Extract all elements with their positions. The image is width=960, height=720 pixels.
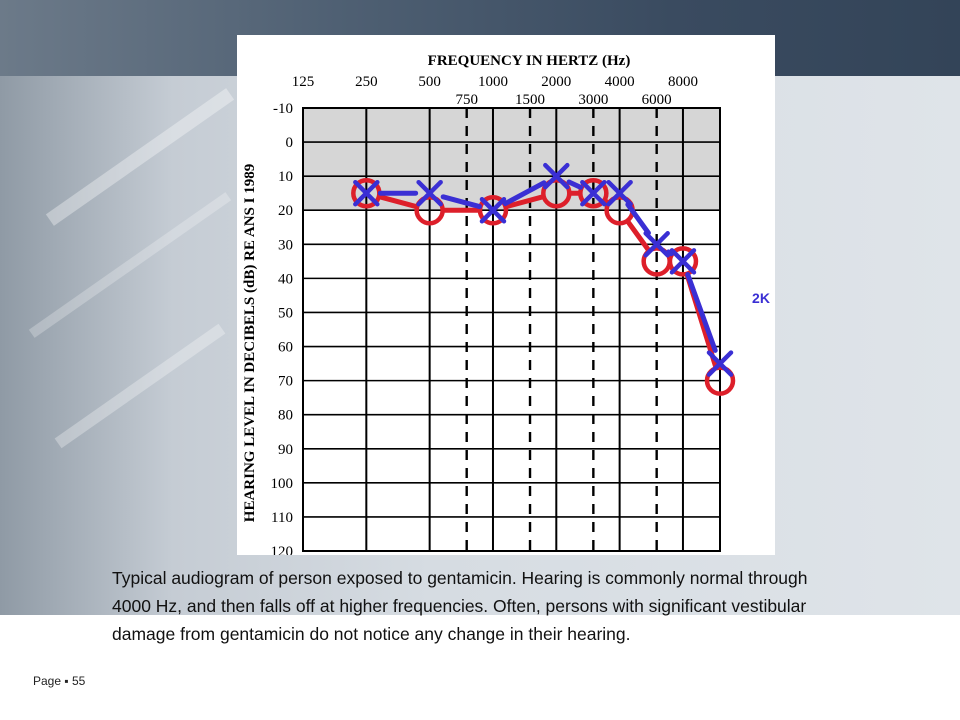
data-series	[351, 162, 736, 396]
normal-hearing-band	[303, 108, 720, 211]
right-ear-segment	[377, 194, 419, 210]
y-tick-label: 100	[271, 476, 294, 492]
right-ear-point	[414, 194, 445, 226]
y-tick-label: 20	[278, 203, 293, 219]
y-tick-labels: -10 0 10 20 30 40 50 60 70 80 90 100 110 120	[271, 101, 294, 555]
y-tick-label: 90	[278, 442, 293, 458]
y-tick-label: 60	[278, 340, 293, 356]
x-major-tick-label: 250	[355, 74, 378, 90]
y-tick-label: 0	[286, 135, 294, 151]
left-ear-point	[353, 179, 380, 207]
right-ear-segment	[625, 219, 651, 253]
audiogram-svg: FREQUENCY IN HERTZ (Hz) 125 250 500 1000 200…	[242, 53, 770, 555]
page-number: 55	[71, 674, 86, 688]
left-ear-segment	[685, 272, 718, 353]
page-separator-icon: ▪	[64, 674, 69, 688]
left-ear-segment	[440, 194, 482, 210]
annotation-2k: 2K	[752, 290, 770, 306]
y-tick-label: 110	[271, 510, 293, 526]
x-tick-labels: 125 250 500 1000 2000 4000 8000 750 1500 3000 6000	[292, 74, 698, 108]
y-tick-label: 80	[278, 408, 293, 424]
y-tick-label: 30	[278, 237, 293, 253]
left-ear-segment	[625, 202, 651, 236]
page-label: Page	[33, 674, 62, 688]
x-minor-tick-label: 6000	[642, 92, 672, 108]
right-ear-point	[667, 246, 699, 277]
chart-title: FREQUENCY IN HERTZ (Hz)	[428, 53, 631, 69]
x-major-tick-label: 2000	[541, 74, 571, 90]
x-major-tick-label: 1000	[478, 74, 508, 90]
y-tick-label: -10	[273, 101, 293, 117]
left-ear-point	[669, 248, 697, 275]
left-ear-point	[479, 196, 507, 224]
right-ear-point	[578, 177, 609, 209]
left-ear-point	[416, 179, 443, 207]
right-ear-segment	[503, 194, 546, 210]
x-minor-tick-label: 750	[455, 92, 478, 108]
slide-caption: Typical audiogram of person exposed to g…	[112, 568, 808, 644]
x-major-tick-label: 4000	[605, 74, 635, 90]
left-ear-point	[580, 179, 607, 207]
page-footer: Page ▪ 55	[33, 674, 85, 688]
right-ear-point	[477, 194, 509, 226]
audiogram-chart: FREQUENCY IN HERTZ (Hz) 125 250 500 1000 200…	[237, 35, 775, 555]
left-ear-point	[706, 350, 734, 377]
y-tick-label: 120	[271, 544, 294, 555]
y-tick-label: 40	[278, 271, 293, 287]
left-ear-segment	[665, 249, 674, 257]
x-minor-tick-label: 1500	[515, 92, 545, 108]
left-ear-point	[543, 162, 570, 190]
x-major-tick-label: 500	[418, 74, 441, 90]
y-tick-label: 70	[278, 374, 293, 390]
y-axis-label: HEARING LEVEL IN DECIBELS (dB) RE ANS I …	[242, 164, 258, 522]
x-minor-tick-label: 3000	[578, 92, 608, 108]
y-tick-label: 10	[278, 169, 293, 185]
right-ear-point	[541, 177, 572, 209]
left-ear-point	[643, 231, 670, 258]
y-tick-label: 50	[278, 305, 293, 321]
left-ear-point	[606, 179, 633, 207]
left-ear-segment	[502, 180, 547, 207]
plot-border	[302, 107, 721, 552]
left-ear-segment	[566, 179, 584, 190]
right-ear-point	[704, 365, 736, 396]
x-major-tick-label: 125	[292, 74, 315, 90]
x-major-tick-label: 8000	[668, 74, 698, 90]
